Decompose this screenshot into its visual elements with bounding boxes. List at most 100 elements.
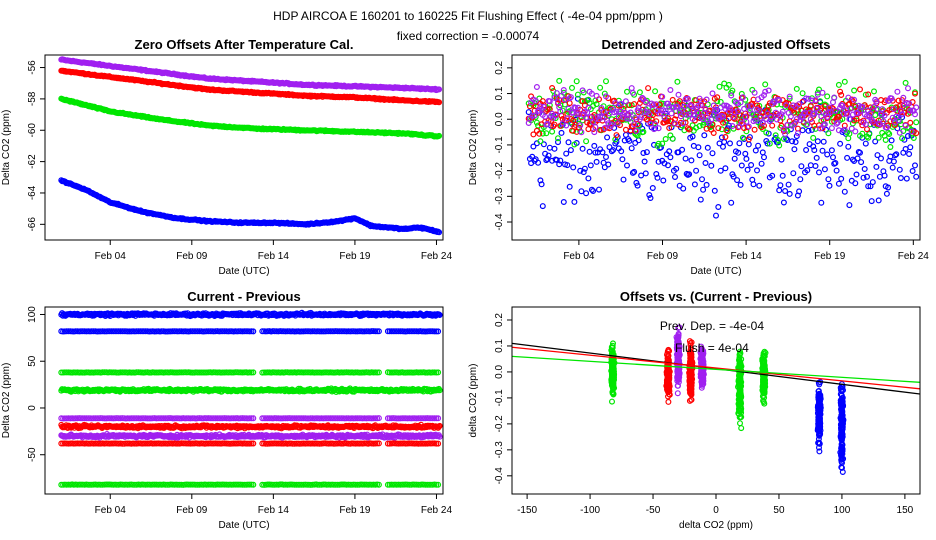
data-point-purple: [675, 91, 682, 98]
data-point-purple: [546, 98, 553, 105]
data-point-blue: [626, 137, 633, 144]
data-point-blue: [642, 170, 649, 177]
data-point-purple: [533, 83, 540, 90]
data-point-purple: [708, 116, 715, 123]
data-point-purple: [588, 90, 595, 97]
data-point-purple: [911, 111, 918, 118]
y-tick-label: -58: [27, 91, 38, 106]
data-point-blue: [697, 196, 704, 203]
x-axis-label: Date (UTC): [218, 266, 269, 277]
data-point-green: [865, 134, 872, 141]
data-point-green: [568, 84, 575, 91]
data-point-purple: [618, 100, 625, 107]
data-point-purple: [899, 111, 906, 118]
data-point-green: [882, 137, 889, 144]
data-point-blue: [846, 202, 853, 209]
data-point-blue: [680, 185, 687, 192]
data-point-blue: [777, 182, 784, 189]
data-point-blue-thin: [375, 328, 382, 335]
data-point-blue: [825, 176, 832, 183]
x-tick-label: Feb 14: [731, 251, 763, 262]
data-point-red: [546, 106, 553, 113]
data-point-red: [882, 97, 889, 104]
chart-panel-1: Zero Offsets After Temperature Cal.Date …: [1, 37, 452, 277]
data-point-purple: [579, 87, 586, 94]
data-point-blue: [911, 162, 918, 169]
data-point-blue: [803, 147, 810, 154]
data-point-purple: [773, 116, 780, 123]
data-point-blue: [897, 175, 904, 182]
data-point-purple: [759, 119, 766, 126]
data-point-purple: [906, 100, 913, 107]
data-point-purple: [852, 128, 859, 135]
data-point-blue: [796, 188, 803, 195]
data-point-blue: [653, 171, 660, 178]
data-point-blue: [824, 151, 831, 158]
data-point-blue: [623, 162, 630, 169]
data-point-blue: [782, 188, 789, 195]
data-point-blue: [805, 127, 812, 134]
data-point-green-thin-bottom: [435, 481, 442, 488]
data-point-blue: [664, 162, 671, 169]
data-point-red: [723, 127, 730, 134]
data-point-green-thin-top: [435, 369, 442, 376]
data-point-purple: [661, 114, 668, 121]
data-point-green: [436, 132, 443, 139]
data-point-blue: [819, 147, 826, 154]
data-point-blue: [619, 156, 626, 163]
data-point-blue: [556, 161, 563, 168]
data-point-purple: [600, 108, 607, 115]
data-point-purple: [848, 125, 855, 132]
x-tick-label: Feb 24: [898, 251, 930, 262]
data-point-green: [835, 81, 842, 88]
data-point-red: [769, 122, 776, 129]
data-point-blue: [646, 192, 653, 199]
y-tick-label: 0.1: [494, 86, 505, 100]
data-point-green: [739, 134, 746, 141]
x-axis-label: Date (UTC): [690, 266, 741, 277]
data-point-blue: [580, 169, 587, 176]
data-point-blue-thin: [411, 328, 418, 335]
data-point-blue: [725, 122, 732, 129]
data-point-green-thin-top: [375, 369, 382, 376]
data-point-blue: [743, 155, 750, 162]
data-point-blue: [567, 147, 574, 154]
data-point-blue: [755, 142, 762, 149]
data-point-blue: [700, 186, 707, 193]
data-point-purple: [558, 92, 565, 99]
y-tick-label: 0.2: [494, 60, 505, 74]
data-point-red: [653, 118, 660, 125]
data-point-blue: [647, 195, 654, 202]
data-point-blue: [753, 167, 760, 174]
data-point-blue: [629, 169, 636, 176]
data-point-blue: [587, 162, 594, 169]
data-point-blue: [769, 172, 776, 179]
data-point-blue: [721, 139, 728, 146]
data-point-blue: [730, 173, 737, 180]
data-point-blue: [778, 156, 785, 163]
data-point-green: [539, 130, 546, 137]
data-point-blue: [696, 152, 703, 159]
data-point-purple: [566, 95, 573, 102]
data-point-purple: [846, 116, 853, 123]
data-point-blue: [618, 148, 625, 155]
data-point-green: [824, 93, 831, 100]
data-point-green: [866, 131, 873, 138]
series-purple-thin: [58, 415, 442, 422]
data-point-purple: [688, 103, 695, 110]
data-point-red: [719, 119, 726, 126]
y-tick-label: -0.2: [494, 162, 505, 180]
data-point-red: [436, 99, 443, 106]
data-point-green: [574, 91, 581, 98]
data-point-purple: [835, 127, 842, 134]
data-point-purple: [841, 126, 848, 133]
data-point-purple: [649, 102, 656, 109]
data-point-blue: [722, 165, 729, 172]
data-point-purple: [883, 124, 890, 131]
data-point-purple: [529, 112, 536, 119]
data-point-purple: [867, 110, 874, 117]
data-point-purple: [731, 109, 738, 116]
data-point-purple: [591, 129, 598, 136]
data-point-blue: [688, 157, 695, 164]
